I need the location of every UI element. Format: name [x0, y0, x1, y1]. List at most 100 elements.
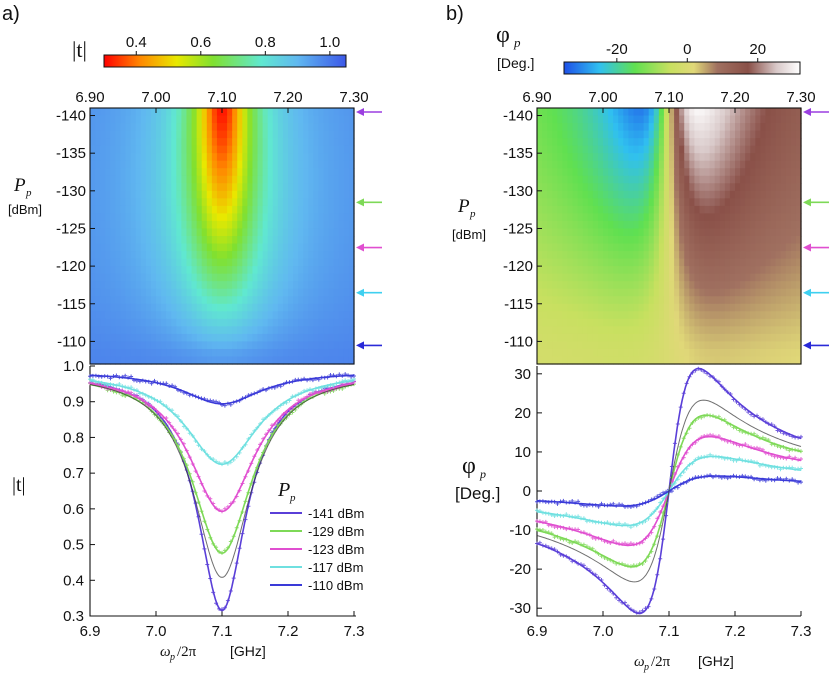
heatmap-cell	[689, 228, 695, 237]
heatmap-cell	[277, 205, 284, 215]
heatmap-cell	[145, 258, 152, 267]
colorbar-a-tick-label: 0.8	[255, 34, 276, 51]
heatmap-cell	[115, 236, 122, 245]
heatmap-cell	[557, 333, 563, 343]
heatmap-cell	[542, 213, 548, 222]
heatmap-cell	[130, 108, 137, 117]
heatmap-cell	[577, 243, 584, 252]
heatmap-cell	[608, 175, 614, 184]
heatmap-cell	[242, 138, 248, 147]
heatmap-cell	[643, 356, 650, 365]
heatmap-cell	[95, 318, 101, 327]
heatmap-cell	[582, 205, 589, 215]
heatmap-cell	[552, 175, 558, 184]
heatmap-cell	[597, 356, 604, 365]
heatmap-cell	[603, 183, 609, 192]
colorbar-b-tick-label: 20	[749, 41, 766, 58]
heatmap-cell	[740, 183, 746, 192]
power-arrow-head-1	[803, 198, 811, 207]
heatmap-cell	[288, 356, 294, 365]
heatmap-cell	[232, 266, 238, 275]
heatmap-cell	[282, 281, 289, 290]
heatmap-cell	[735, 190, 741, 199]
heatmap-cell	[298, 115, 304, 124]
heatmap-cell	[684, 243, 690, 252]
heatmap-cell	[272, 183, 279, 192]
heatmap-cell	[328, 341, 335, 350]
heatmap-cell	[227, 115, 233, 124]
heatmap-cell	[232, 303, 238, 312]
heatmap-cell	[272, 198, 279, 207]
heatmap-cell	[308, 303, 314, 312]
heatmap-cell	[262, 168, 269, 177]
heatmap-cell	[277, 138, 284, 147]
heatmap-cell	[547, 228, 553, 237]
heatmap-cell	[547, 213, 553, 222]
heatmap-cell	[542, 356, 548, 365]
heatmap-cell	[303, 318, 309, 327]
heatmap-cell	[729, 303, 736, 312]
heatmap-cell	[775, 236, 782, 245]
heatmap-cell	[740, 333, 746, 343]
heatmap-cell	[633, 220, 640, 230]
heatmap-cell	[161, 190, 167, 199]
heatmap-cell	[714, 123, 721, 132]
heatmap-cell	[795, 190, 802, 199]
heatmap-cell	[95, 228, 101, 237]
heatmap-cell	[760, 251, 767, 260]
heatmap-cell	[288, 138, 294, 147]
heatmap-cell	[663, 108, 670, 117]
heatmap-cell	[663, 303, 670, 312]
heatmap-cell	[567, 190, 574, 199]
heatmap-cell	[313, 130, 320, 139]
heatmap-cell	[724, 356, 731, 365]
heatmap-cell	[247, 348, 254, 358]
heatmap-cell	[323, 266, 330, 275]
heatmap-cell	[262, 341, 269, 350]
heatmap-cell	[628, 236, 635, 245]
heatmap-cell	[770, 281, 777, 290]
heatmap-cell	[542, 251, 548, 260]
heatmap-cell	[293, 145, 299, 154]
heatmap-cell	[145, 243, 152, 252]
heatmap-cell	[729, 138, 736, 147]
heatmap-cell	[592, 348, 599, 358]
heatmap-cell	[582, 175, 589, 184]
heatmap-cell	[216, 341, 223, 350]
heatmap-cell	[552, 303, 558, 312]
heatmap-cell	[130, 228, 137, 237]
heatmap-cell	[552, 243, 558, 252]
heatmap-cell	[740, 153, 746, 162]
heatmap-cell	[613, 183, 619, 192]
heatmap-cell	[115, 130, 122, 139]
heatmap-cell	[130, 213, 137, 222]
heatmap-cell	[252, 160, 259, 169]
heatmap-cell	[780, 258, 787, 267]
heatmap-cell	[105, 123, 111, 132]
heatmap-cell	[572, 160, 579, 169]
heatmap-cell	[562, 138, 569, 147]
heatmap-cell	[308, 168, 314, 177]
heatmap-cell	[699, 220, 706, 230]
heatmap-cell	[293, 273, 299, 282]
heatmap-cell	[795, 205, 802, 215]
heatmap-cell	[603, 296, 609, 305]
heatmap-cell	[262, 198, 269, 207]
heatmap-cell	[257, 318, 264, 327]
heatmap-cell	[90, 281, 96, 290]
heatmap-cell	[729, 288, 736, 297]
heatmap-cell	[100, 251, 106, 260]
heatmap-cell	[653, 108, 660, 117]
heatmap-cell	[145, 303, 152, 312]
heatmap-cell	[714, 281, 721, 290]
heatmap-cell	[795, 348, 802, 358]
heatmap-cell	[120, 318, 127, 327]
heatmap-cell	[156, 175, 162, 184]
heatmap-cell	[694, 348, 701, 358]
heatmap-cell	[298, 190, 304, 199]
heatmap-cell	[567, 333, 574, 343]
heatmap-cell	[714, 220, 721, 230]
heatmap-cell	[191, 348, 198, 358]
heatmap-cell	[186, 243, 193, 252]
heatmap-cell	[537, 236, 543, 245]
